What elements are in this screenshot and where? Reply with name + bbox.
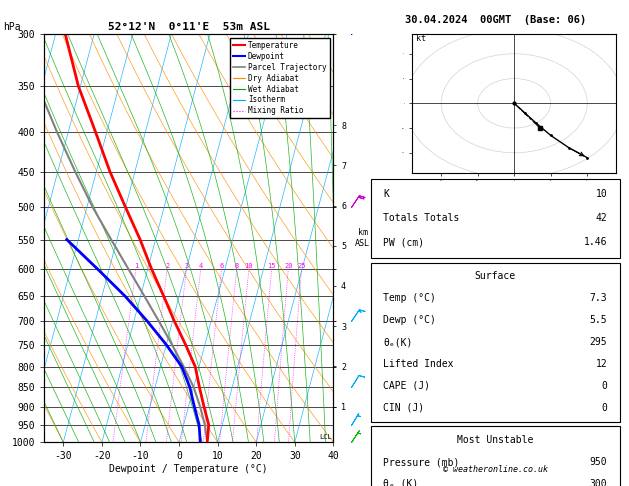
- Text: Totals Totals: Totals Totals: [383, 213, 460, 223]
- Text: 3: 3: [184, 263, 189, 269]
- Legend: Temperature, Dewpoint, Parcel Trajectory, Dry Adiabat, Wet Adiabat, Isotherm, Mi: Temperature, Dewpoint, Parcel Trajectory…: [230, 38, 330, 119]
- Text: 0: 0: [601, 381, 608, 391]
- Text: 7.3: 7.3: [590, 293, 608, 303]
- Text: CAPE (J): CAPE (J): [383, 381, 430, 391]
- Text: 6: 6: [220, 263, 224, 269]
- Title: 52°12'N  0°11'E  53m ASL: 52°12'N 0°11'E 53m ASL: [108, 22, 270, 32]
- Text: Lifted Index: Lifted Index: [383, 359, 454, 369]
- Text: θₑ (K): θₑ (K): [383, 479, 418, 486]
- Text: Temp (°C): Temp (°C): [383, 293, 436, 303]
- Text: 5.5: 5.5: [590, 315, 608, 325]
- Text: Pressure (mb): Pressure (mb): [383, 457, 460, 467]
- Text: 20: 20: [284, 263, 292, 269]
- Text: 10: 10: [596, 190, 608, 199]
- Text: 12: 12: [596, 359, 608, 369]
- X-axis label: Dewpoint / Temperature (°C): Dewpoint / Temperature (°C): [109, 464, 268, 474]
- Text: 1: 1: [134, 263, 138, 269]
- Text: Surface: Surface: [475, 271, 516, 281]
- Text: 0: 0: [601, 403, 608, 413]
- Text: Dewp (°C): Dewp (°C): [383, 315, 436, 325]
- Text: 8: 8: [235, 263, 239, 269]
- Text: 15: 15: [267, 263, 276, 269]
- Text: 4: 4: [199, 263, 203, 269]
- Text: PW (cm): PW (cm): [383, 237, 425, 247]
- Text: LCL: LCL: [320, 434, 332, 440]
- Text: hPa: hPa: [3, 22, 21, 32]
- Text: 300: 300: [590, 479, 608, 486]
- Text: θₑ(K): θₑ(K): [383, 337, 413, 347]
- Text: 30.04.2024  00GMT  (Base: 06): 30.04.2024 00GMT (Base: 06): [404, 16, 586, 25]
- Text: 25: 25: [298, 263, 306, 269]
- Y-axis label: km
ASL: km ASL: [355, 228, 370, 248]
- Text: © weatheronline.co.uk: © weatheronline.co.uk: [443, 465, 548, 474]
- Text: 42: 42: [596, 213, 608, 223]
- Text: Most Unstable: Most Unstable: [457, 435, 533, 445]
- FancyBboxPatch shape: [370, 179, 620, 258]
- Text: 10: 10: [245, 263, 253, 269]
- Text: CIN (J): CIN (J): [383, 403, 425, 413]
- Text: 950: 950: [590, 457, 608, 467]
- Text: kt: kt: [416, 35, 426, 43]
- Text: 1.46: 1.46: [584, 237, 608, 247]
- Text: 2: 2: [165, 263, 169, 269]
- Text: 295: 295: [590, 337, 608, 347]
- FancyBboxPatch shape: [370, 426, 620, 486]
- Text: K: K: [383, 190, 389, 199]
- FancyBboxPatch shape: [370, 262, 620, 422]
